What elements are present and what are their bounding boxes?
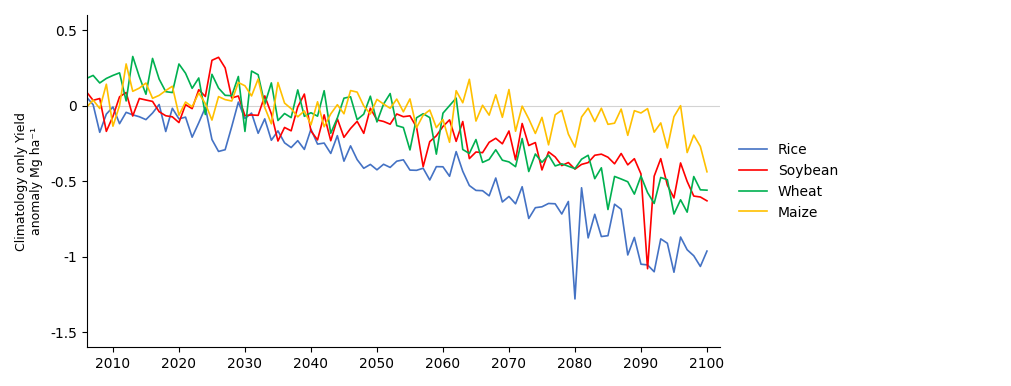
Rice — [542, 201, 554, 206]
Maize — [509, 129, 521, 134]
Soybean — [81, 90, 93, 94]
Soybean — [549, 155, 561, 159]
Rice — [516, 185, 528, 189]
Soybean — [107, 114, 119, 119]
Soybean — [192, 87, 204, 92]
Maize — [542, 142, 554, 147]
Wheat — [542, 153, 554, 157]
Wheat — [126, 54, 139, 59]
Wheat — [522, 169, 534, 174]
Wheat — [667, 212, 679, 216]
Wheat — [701, 188, 713, 193]
Soybean — [701, 198, 713, 203]
Rice — [502, 194, 515, 199]
Line: Soybean: Soybean — [87, 57, 707, 269]
Soybean — [509, 157, 521, 162]
Line: Wheat: Wheat — [87, 56, 707, 214]
Soybean — [212, 55, 224, 59]
Rice — [107, 105, 119, 109]
Wheat — [509, 164, 521, 169]
Soybean — [542, 149, 554, 154]
Maize — [522, 117, 534, 121]
Rice — [536, 205, 548, 209]
Y-axis label: Climatology only Yield
anomaly Mg ha⁻¹: Climatology only Yield anomaly Mg ha⁻¹ — [15, 112, 42, 251]
Line: Maize: Maize — [87, 64, 707, 172]
Maize — [549, 112, 561, 117]
Rice — [568, 296, 580, 301]
Wheat — [107, 73, 119, 78]
Line: Rice: Rice — [87, 97, 707, 299]
Rice — [81, 95, 93, 100]
Wheat — [549, 164, 561, 168]
Rice — [192, 120, 204, 125]
Maize — [107, 124, 119, 129]
Rice — [701, 249, 713, 253]
Maize — [120, 62, 132, 66]
Maize — [81, 105, 93, 110]
Soybean — [641, 266, 653, 271]
Soybean — [522, 143, 534, 148]
Legend: Rice, Soybean, Wheat, Maize: Rice, Soybean, Wheat, Maize — [733, 137, 843, 225]
Wheat — [199, 112, 211, 117]
Maize — [701, 169, 713, 174]
Maize — [199, 101, 211, 106]
Wheat — [81, 76, 93, 81]
